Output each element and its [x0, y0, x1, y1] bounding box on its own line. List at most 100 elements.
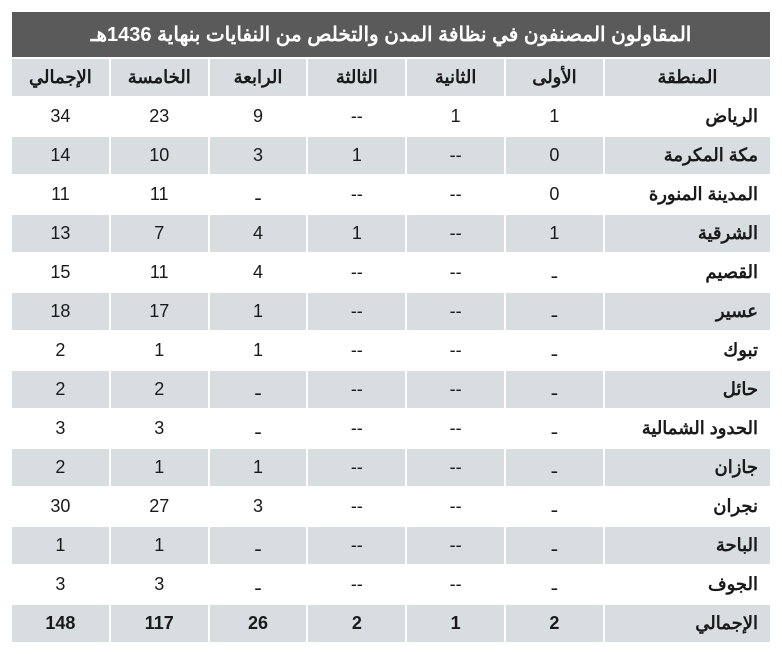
cell-c4: 1 [209, 292, 308, 331]
cell-c1: ـ [505, 331, 604, 370]
cell-total: 14 [11, 136, 110, 175]
cell-c4: ـ [209, 370, 308, 409]
cell-c3: -- [307, 331, 406, 370]
cell-c3: 1 [307, 214, 406, 253]
cell-c5: 3 [110, 565, 209, 604]
cell-c4: 3 [209, 487, 308, 526]
cell-c2: 1 [406, 97, 505, 136]
table-row: المدينة المنورة0----ـ1111 [11, 175, 771, 214]
cell-region: حائل [604, 370, 771, 409]
cell-c3: -- [307, 565, 406, 604]
cell-c2: -- [406, 526, 505, 565]
col-header-total: الإجمالي [11, 58, 110, 97]
cell-total: 11 [11, 175, 110, 214]
cell-total-region: الإجمالي [604, 604, 771, 643]
table-body: الرياض11--92334مكة المكرمة0--131014المدي… [11, 97, 771, 643]
cell-total: 2 [11, 448, 110, 487]
col-header-fifth: الخامسة [110, 58, 209, 97]
table-total-row: الإجمالي21226117148 [11, 604, 771, 643]
cell-total-c5: 117 [110, 604, 209, 643]
cell-total-c3: 2 [307, 604, 406, 643]
table-row: نجرانـ----32730 [11, 487, 771, 526]
cell-c1: ـ [505, 370, 604, 409]
cell-region: جازان [604, 448, 771, 487]
cell-region: الباحة [604, 526, 771, 565]
cell-c3: -- [307, 526, 406, 565]
cell-c3: -- [307, 448, 406, 487]
cell-c1: 0 [505, 136, 604, 175]
table-row: تبوكـ----112 [11, 331, 771, 370]
cell-c2: -- [406, 448, 505, 487]
cell-c2: -- [406, 175, 505, 214]
cell-total: 30 [11, 487, 110, 526]
cell-total: 18 [11, 292, 110, 331]
table-row: الشرقية1--14713 [11, 214, 771, 253]
cell-c5: 2 [110, 370, 209, 409]
table-row: الباحةـ----ـ11 [11, 526, 771, 565]
cell-c4: 9 [209, 97, 308, 136]
table-row: جازانـ----112 [11, 448, 771, 487]
cell-c4: ـ [209, 175, 308, 214]
cell-c3: -- [307, 97, 406, 136]
cell-c4: 3 [209, 136, 308, 175]
cell-c5: 27 [110, 487, 209, 526]
cell-total: 2 [11, 331, 110, 370]
table-title-row: المقاولون المصنفون في نظافة المدن والتخل… [11, 11, 771, 58]
cell-c1: ـ [505, 487, 604, 526]
cell-total: 1 [11, 526, 110, 565]
cell-total: 34 [11, 97, 110, 136]
cell-c3: -- [307, 253, 406, 292]
cell-c5: 1 [110, 448, 209, 487]
cell-c4: ـ [209, 565, 308, 604]
cell-c2: -- [406, 214, 505, 253]
cell-c5: 17 [110, 292, 209, 331]
col-header-first: الأولى [505, 58, 604, 97]
table-row: القصيمـ----41115 [11, 253, 771, 292]
cell-region: الرياض [604, 97, 771, 136]
cell-c4: 4 [209, 214, 308, 253]
table-title: المقاولون المصنفون في نظافة المدن والتخل… [11, 11, 771, 58]
cell-region: الحدود الشمالية [604, 409, 771, 448]
cell-c2: -- [406, 331, 505, 370]
cell-c1: ـ [505, 448, 604, 487]
cell-total-c2: 1 [406, 604, 505, 643]
table-row: الجوفـ----ـ33 [11, 565, 771, 604]
cell-c1: ـ [505, 292, 604, 331]
table-header-row: المنطقة الأولى الثانية الثالثة الرابعة ا… [11, 58, 771, 97]
table-row: مكة المكرمة0--131014 [11, 136, 771, 175]
cell-region: تبوك [604, 331, 771, 370]
cell-region: الجوف [604, 565, 771, 604]
cell-c5: 23 [110, 97, 209, 136]
cell-region: الشرقية [604, 214, 771, 253]
cell-c5: 11 [110, 175, 209, 214]
cell-total: 13 [11, 214, 110, 253]
cell-c1: ـ [505, 409, 604, 448]
cell-c5: 10 [110, 136, 209, 175]
cell-c1: 1 [505, 214, 604, 253]
cell-c1: ـ [505, 565, 604, 604]
cell-c3: -- [307, 292, 406, 331]
table-row: الحدود الشماليةـ----ـ33 [11, 409, 771, 448]
cell-total: 3 [11, 565, 110, 604]
cell-c1: ـ [505, 526, 604, 565]
cell-c4: ـ [209, 526, 308, 565]
table-row: الرياض11--92334 [11, 97, 771, 136]
cell-c4: 1 [209, 448, 308, 487]
contractors-table: المقاولون المصنفون في نظافة المدن والتخل… [10, 10, 772, 644]
cell-c5: 11 [110, 253, 209, 292]
cell-c3: 1 [307, 136, 406, 175]
cell-total-total: 148 [11, 604, 110, 643]
cell-total: 2 [11, 370, 110, 409]
cell-c2: -- [406, 487, 505, 526]
contractors-table-container: المقاولون المصنفون في نظافة المدن والتخل… [10, 10, 772, 644]
cell-c2: -- [406, 409, 505, 448]
cell-total: 15 [11, 253, 110, 292]
table-row: عسيرـ----11718 [11, 292, 771, 331]
cell-c1: 0 [505, 175, 604, 214]
cell-region: المدينة المنورة [604, 175, 771, 214]
table-row: حائلـ----ـ22 [11, 370, 771, 409]
cell-c2: -- [406, 565, 505, 604]
cell-c5: 1 [110, 526, 209, 565]
cell-region: عسير [604, 292, 771, 331]
col-header-third: الثالثة [307, 58, 406, 97]
